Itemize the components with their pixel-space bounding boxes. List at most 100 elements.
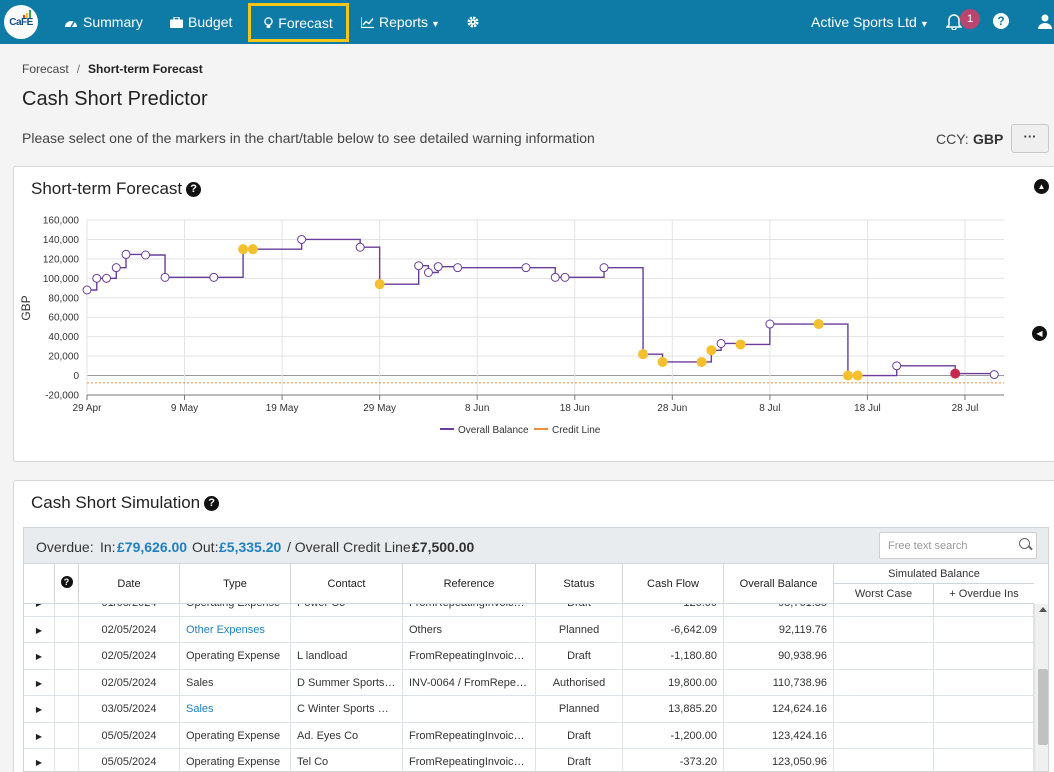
- warning-marker[interactable]: [706, 345, 717, 356]
- column-header-overdue-ins[interactable]: + Overdue Ins: [949, 588, 1019, 600]
- balance-point[interactable]: [765, 319, 775, 329]
- balance-point[interactable]: [209, 272, 219, 282]
- warning-marker[interactable]: [657, 356, 668, 367]
- column-header-type[interactable]: Type: [180, 564, 291, 604]
- row-expander[interactable]: ▶: [24, 616, 55, 643]
- column-header-overall-balance[interactable]: Overall Balance: [724, 564, 834, 604]
- balance-point[interactable]: [102, 273, 112, 283]
- cell-worst-case: [834, 669, 934, 696]
- alert-marker[interactable]: [950, 368, 961, 379]
- cell-contact: L landload: [291, 643, 403, 669]
- nav-budget[interactable]: Budget: [170, 0, 232, 44]
- table-row[interactable]: ▶ 02/05/2024 Other Expenses Others Planned -6…: [24, 616, 1034, 643]
- cell-type[interactable]: Sales: [180, 696, 291, 722]
- help-icon[interactable]: ?: [204, 496, 220, 511]
- row-expander[interactable]: ▶: [24, 749, 55, 771]
- warning-marker[interactable]: [696, 356, 707, 367]
- expand-row-icon[interactable]: ▶: [35, 758, 43, 767]
- balance-point[interactable]: [521, 263, 531, 273]
- warning-marker[interactable]: [842, 370, 853, 381]
- nav-reports[interactable]: Reports ▼: [360, 0, 440, 44]
- balance-point[interactable]: [433, 262, 443, 272]
- search-icon[interactable]: [1019, 538, 1030, 549]
- collapse-up-icon[interactable]: ▲: [1034, 179, 1049, 194]
- help-icon[interactable]: ?: [186, 182, 202, 197]
- instructions-text: Please select one of the markers in the …: [22, 130, 595, 146]
- balance-point[interactable]: [414, 261, 424, 271]
- expand-row-icon[interactable]: ▶: [35, 652, 43, 661]
- table-row[interactable]: ▶ 05/05/2024 Operating Expense Ad. Eyes Co F…: [24, 722, 1034, 749]
- balance-point[interactable]: [716, 338, 726, 348]
- column-header-worst-case[interactable]: Worst Case: [834, 584, 934, 604]
- table-row[interactable]: ▶ 05/05/2024 Operating Expense Tel Co FromRe…: [24, 749, 1034, 771]
- table-row[interactable]: ▶ 02/05/2024 Operating Expense L landload Fr…: [24, 643, 1034, 670]
- cell-reference: INV-0064 / FromRepeatin...: [403, 669, 536, 696]
- cell-reference: FromRepeatingInvoice/2...: [403, 722, 536, 749]
- column-header-cash-flow[interactable]: Cash Flow: [623, 564, 724, 604]
- balance-point[interactable]: [82, 285, 92, 295]
- cell-overdue-ins: [934, 749, 1034, 771]
- cell-type[interactable]: Other Expenses: [180, 616, 291, 643]
- nav-forecast[interactable]: Forecast: [248, 3, 349, 42]
- balance-point[interactable]: [160, 272, 170, 282]
- expand-left-icon[interactable]: ◀: [1032, 326, 1047, 341]
- summary-bar: Overdue: In: £79,626.00 Out: £5,335.20 /…: [24, 528, 1048, 564]
- balance-point[interactable]: [121, 249, 131, 259]
- user-button[interactable]: [1038, 0, 1052, 44]
- expand-row-icon[interactable]: ▶: [35, 625, 43, 635]
- column-header-date[interactable]: Date: [79, 564, 180, 604]
- notifications-button[interactable]: [945, 0, 963, 44]
- nav-summary[interactable]: Summary: [64, 0, 143, 44]
- row-expander[interactable]: ▶: [24, 696, 55, 722]
- column-header-status[interactable]: Status: [536, 564, 623, 604]
- balance-point[interactable]: [453, 263, 463, 273]
- breadcrumb-parent[interactable]: Forecast: [22, 62, 69, 76]
- balance-point[interactable]: [297, 234, 307, 244]
- scroll-thumb[interactable]: [1038, 669, 1048, 745]
- help-icon[interactable]: ?: [60, 576, 73, 588]
- expand-row-icon[interactable]: ▶: [35, 731, 43, 741]
- expand-row-icon[interactable]: ▶: [36, 604, 42, 608]
- balance-point[interactable]: [111, 263, 121, 273]
- balance-point[interactable]: [892, 361, 902, 371]
- help-icon[interactable]: ?: [993, 13, 1009, 29]
- warning-marker[interactable]: [813, 319, 824, 330]
- warning-marker[interactable]: [247, 244, 258, 255]
- balance-point[interactable]: [92, 273, 102, 283]
- balance-point[interactable]: [423, 268, 433, 277]
- more-options-button[interactable]: ···: [1011, 124, 1049, 153]
- cafe-logo[interactable]: CaFE: [4, 5, 38, 39]
- company-selector[interactable]: Active Sports Ltd ▼: [811, 0, 929, 44]
- balance-point[interactable]: [355, 242, 365, 252]
- expand-row-icon[interactable]: ▶: [35, 705, 43, 714]
- table-row[interactable]: ▶ 03/05/2024 Sales C Winter Sports Shop Plan…: [24, 696, 1034, 723]
- row-expander[interactable]: ▶: [24, 722, 55, 749]
- balance-point[interactable]: [550, 272, 560, 282]
- search-input[interactable]: [879, 532, 1037, 559]
- warning-marker[interactable]: [852, 370, 863, 381]
- row-expander[interactable]: ▶: [24, 669, 55, 696]
- cell-type: Operating Expense: [180, 722, 291, 749]
- row-expander[interactable]: ▶: [24, 604, 55, 616]
- warning-marker[interactable]: [638, 349, 649, 360]
- table-row[interactable]: ▶ 02/05/2024 Sales D Summer Sports S... INV-…: [24, 669, 1034, 696]
- warning-marker[interactable]: [238, 244, 249, 255]
- settings-button[interactable]: [466, 0, 480, 44]
- scroll-up-arrow[interactable]: [1039, 607, 1047, 612]
- simulation-table: Overdue: In: £79,626.00 Out: £5,335.20 /…: [23, 527, 1049, 772]
- expand-row-icon[interactable]: ▶: [35, 678, 43, 688]
- legend-item-credit[interactable]: Credit Line: [552, 425, 601, 436]
- balance-point[interactable]: [989, 370, 999, 380]
- balance-point[interactable]: [560, 272, 570, 282]
- column-header-reference[interactable]: Reference: [403, 564, 536, 604]
- warning-marker[interactable]: [735, 339, 746, 350]
- legend-item-balance[interactable]: Overall Balance: [458, 425, 529, 436]
- notification-badge[interactable]: 1: [960, 9, 980, 29]
- table-scrollbar[interactable]: [1034, 604, 1048, 771]
- row-expander[interactable]: ▶: [24, 643, 55, 669]
- warning-marker[interactable]: [374, 279, 385, 290]
- balance-point[interactable]: [141, 250, 151, 260]
- balance-point[interactable]: [599, 263, 609, 273]
- column-header-contact[interactable]: Contact: [291, 564, 403, 604]
